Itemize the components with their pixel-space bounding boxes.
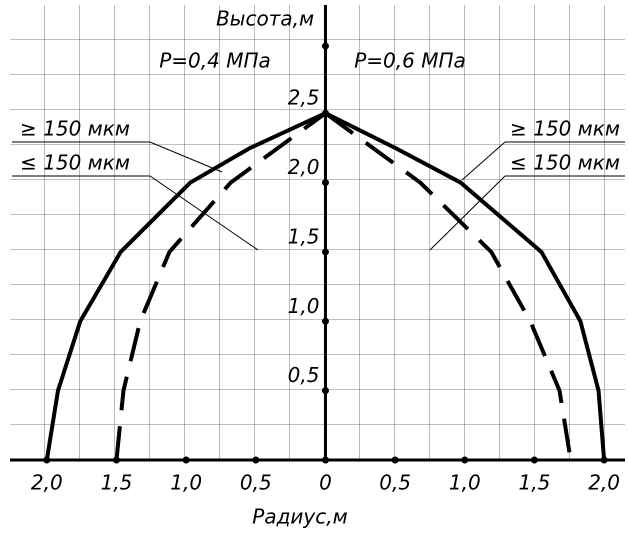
- series-line: [324, 111, 573, 461]
- x-tick-label: 1,0: [449, 471, 481, 495]
- y-tick: [321, 248, 329, 256]
- series-line: [324, 111, 607, 461]
- series-label: ≥ 150 мкм: [20, 117, 130, 141]
- y-tick-label: 2,0: [288, 155, 320, 179]
- leaders: [12, 141, 625, 251]
- y-tick-label: 2,5: [288, 86, 320, 110]
- x-tick-label: 2,0: [31, 471, 63, 495]
- x-tick: [182, 456, 190, 464]
- axis-dot: [321, 42, 329, 50]
- x-tick-label: 2,0: [588, 471, 620, 495]
- x-tick: [252, 456, 260, 464]
- x-tick: [391, 456, 399, 464]
- x-tick-label: 1,0: [170, 471, 202, 495]
- x-axis-label: Радиус,м: [252, 505, 347, 529]
- annotation: P=0,6 МПа: [354, 49, 466, 73]
- series-label: ≤ 150 мкм: [20, 151, 130, 175]
- y-tick: [321, 387, 329, 395]
- x-tick-label: 0,5: [240, 471, 272, 495]
- y-tick-label: 0,5: [288, 363, 320, 387]
- y-tick: [321, 179, 329, 187]
- series-line: [114, 111, 327, 461]
- y-tick-label: 1,0: [288, 294, 320, 318]
- x-tick-label: 0,5: [379, 471, 411, 495]
- x-tick-label: 1,5: [519, 471, 551, 495]
- series-label: ≤ 150 мкм: [510, 151, 620, 175]
- x-tick: [461, 456, 469, 464]
- x-tick-label: 1,5: [101, 471, 133, 495]
- series-label: ≥ 150 мкм: [510, 117, 620, 141]
- y-tick-label: 1,5: [288, 224, 320, 248]
- series-line: [44, 111, 327, 461]
- annotation: P=0,4 МПа: [159, 49, 271, 73]
- x-tick: [530, 456, 538, 464]
- x-tick-label: 0: [319, 471, 332, 495]
- y-axis-label: Высота,м: [216, 7, 314, 31]
- x-tick: [321, 456, 329, 464]
- y-tick: [321, 317, 329, 325]
